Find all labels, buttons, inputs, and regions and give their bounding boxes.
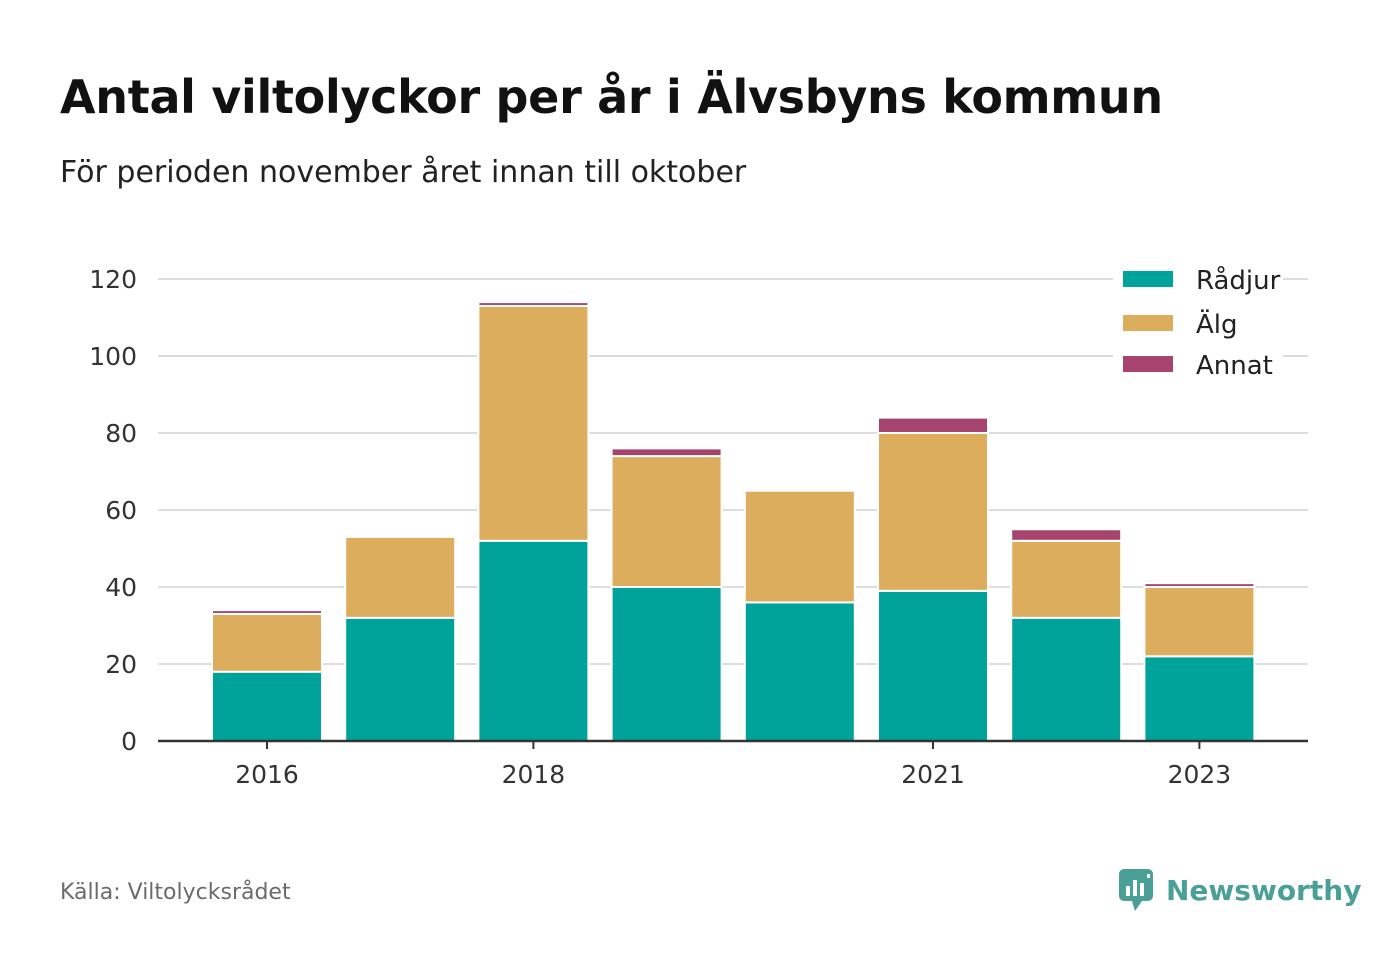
x-tick-label: 2016 bbox=[235, 760, 299, 789]
bar-segment bbox=[477, 304, 590, 542]
y-tick-label: 60 bbox=[105, 496, 137, 525]
bar-segment bbox=[477, 539, 590, 742]
legend-swatch bbox=[1123, 315, 1173, 331]
y-tick-label: 0 bbox=[121, 727, 137, 756]
bar-segment bbox=[1010, 539, 1123, 619]
y-tick-label: 40 bbox=[105, 573, 137, 602]
x-tick-label: 2018 bbox=[502, 760, 566, 789]
bars bbox=[211, 301, 1256, 743]
bar-segment bbox=[610, 455, 723, 588]
bar-segment bbox=[743, 489, 856, 604]
bar-segment bbox=[743, 601, 856, 743]
legend-swatch bbox=[1123, 271, 1173, 287]
legend-label: Rådjur bbox=[1196, 265, 1281, 296]
y-axis-ticks: 0 20 40 60 80 100 120 bbox=[89, 265, 137, 756]
bar-segment bbox=[1010, 528, 1123, 542]
brand-name: Newsworthy bbox=[1166, 873, 1362, 907]
legend-label: Annat bbox=[1196, 351, 1273, 381]
y-tick-label: 20 bbox=[105, 650, 137, 679]
bar-segment bbox=[610, 447, 723, 458]
bar-segment bbox=[1143, 586, 1256, 658]
legend-label: Älg bbox=[1196, 308, 1238, 340]
bar-segment bbox=[1143, 655, 1256, 742]
legend-swatch bbox=[1123, 356, 1173, 372]
bar-segment bbox=[610, 586, 723, 742]
bar-segment bbox=[344, 535, 457, 619]
y-tick-label: 100 bbox=[89, 342, 137, 371]
brand-logo[interactable]: Newsworthy bbox=[1118, 868, 1361, 912]
x-axis-ticks: 2016 2018 2021 2023 bbox=[158, 739, 1308, 789]
y-tick-label: 120 bbox=[89, 265, 137, 294]
chart-subtitle: För perioden november året innan till ok… bbox=[60, 155, 747, 190]
x-tick-label: 2021 bbox=[901, 760, 965, 789]
bar-segment bbox=[477, 301, 590, 307]
legend: Rådjur Älg Annat bbox=[1113, 256, 1283, 387]
bar-segment bbox=[877, 589, 989, 742]
bar-segment bbox=[211, 612, 323, 673]
bar-segment bbox=[1143, 582, 1256, 589]
x-tick-label: 2023 bbox=[1168, 760, 1232, 789]
bar-segment bbox=[877, 416, 989, 435]
source-note: Källa: Viltolycksrådet bbox=[60, 880, 291, 905]
bar-segment bbox=[211, 670, 323, 743]
bar-chart-speech-bubble-icon bbox=[1119, 869, 1153, 911]
bar-segment bbox=[1010, 616, 1123, 742]
bar-segment bbox=[211, 609, 323, 615]
y-tick-label: 80 bbox=[105, 419, 137, 448]
chart-title: Antal viltolyckor per år i Älvsbyns komm… bbox=[60, 70, 1163, 124]
bar-segment bbox=[877, 432, 989, 592]
bar-segment bbox=[344, 616, 457, 742]
